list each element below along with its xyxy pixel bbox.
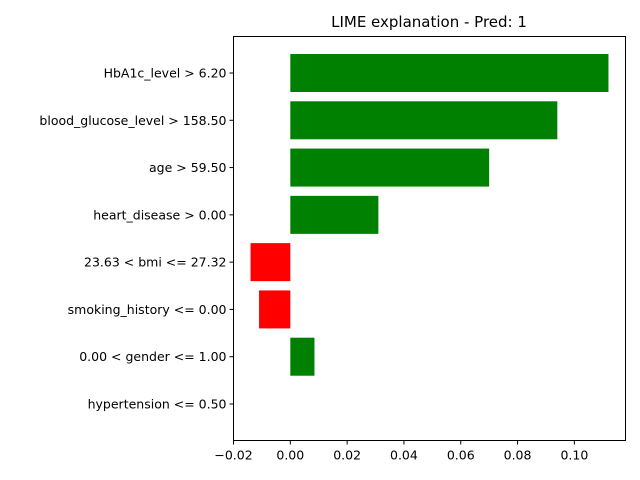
bar-2 <box>290 148 490 187</box>
y-tick-labels: HbA1c_level > 6.20 blood_glucose_level > … <box>39 66 234 412</box>
x-tick-label: 0.08 <box>504 448 532 463</box>
bar-4 <box>250 243 291 282</box>
y-tick-label: hypertension <= 0.50 <box>88 397 227 412</box>
bar-0 <box>290 54 609 92</box>
bar-5 <box>259 290 291 329</box>
bar-1 <box>290 101 558 140</box>
y-tick-label: HbA1c_level > 6.20 <box>104 66 227 81</box>
x-tick-label: 0.06 <box>447 448 475 463</box>
y-tick-label: 23.63 < bmi <= 27.32 <box>84 255 226 270</box>
x-axis: −0.02 0.00 0.02 0.04 0.06 0.08 0.10 <box>214 440 588 463</box>
bars-group <box>250 54 609 376</box>
x-tick-label: 0.04 <box>390 448 418 463</box>
bar-3 <box>290 195 379 234</box>
x-tick-label: 0.02 <box>333 448 361 463</box>
y-tick-label: smoking_history <= 0.00 <box>68 302 227 317</box>
bar-6 <box>290 337 315 376</box>
x-tick-label: −0.02 <box>214 448 252 463</box>
y-tick-label: age > 59.50 <box>149 160 227 175</box>
y-tick-label: heart_disease > 0.00 <box>93 207 226 222</box>
y-tick-label: 0.00 < gender <= 1.00 <box>79 349 226 364</box>
x-tick-label: 0.00 <box>276 448 304 463</box>
y-tick-label: blood_glucose_level > 158.50 <box>39 113 226 128</box>
chart-title: LIME explanation - Pred: 1 <box>331 13 527 31</box>
x-tick-label: 0.10 <box>560 448 588 463</box>
plot-frame <box>233 36 626 441</box>
